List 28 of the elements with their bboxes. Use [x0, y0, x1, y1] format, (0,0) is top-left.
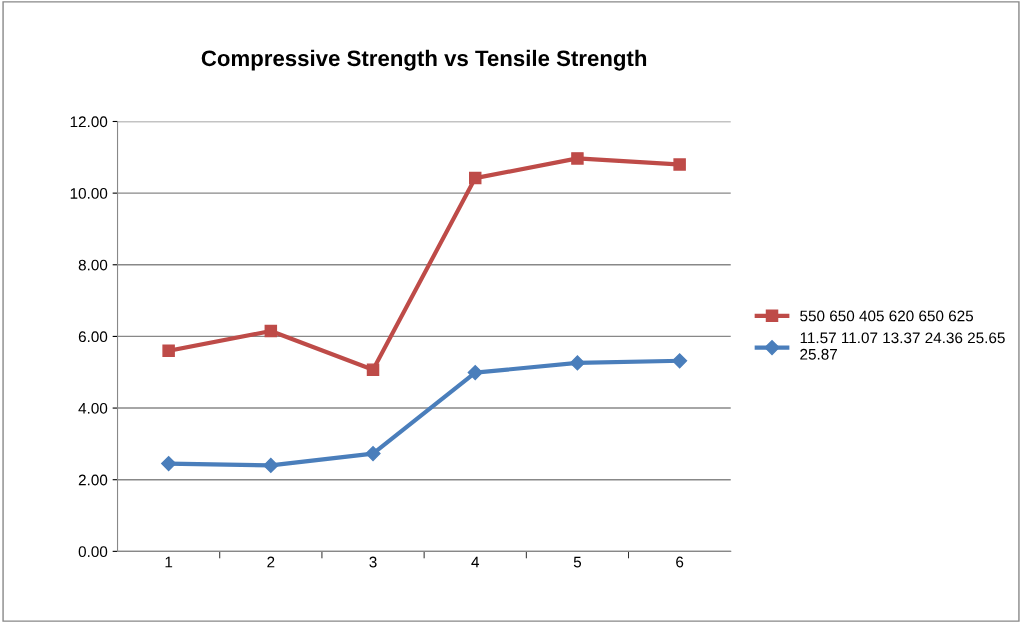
y-tick-label: 0.00 [78, 546, 108, 558]
legend-label: 550 650 405 620 650 625 [800, 310, 974, 322]
x-tick-label: 5 [573, 556, 582, 568]
point [673, 158, 686, 171]
y-tick-label: 8.00 [78, 259, 108, 271]
point [467, 365, 483, 381]
point [569, 355, 586, 371]
y-tick-label: 2.00 [78, 474, 108, 486]
point [571, 152, 584, 165]
point [264, 324, 278, 338]
point [468, 171, 482, 185]
legend-label: 11.57 11.07 13.37 24.36 25.65 25.87 [800, 332, 1005, 360]
x-tick-label: 6 [676, 556, 684, 568]
y-tick-label: 6.00 [78, 331, 108, 343]
point [366, 363, 380, 376]
x-tick-label: 4 [471, 556, 480, 568]
point [162, 344, 175, 357]
x-tick-label: 3 [369, 556, 377, 568]
y-tick-label: 4.00 [78, 402, 108, 414]
point [365, 445, 381, 462]
chart-title: Compressive Strength vs Tensile Strength [201, 49, 647, 71]
x-tick-label: 1 [165, 556, 173, 568]
point [161, 456, 177, 472]
x-tick-label: 2 [267, 556, 275, 568]
y-tick-label: 10.00 [70, 188, 108, 199]
point [263, 457, 279, 473]
point [672, 353, 688, 369]
y-tick-label: 12.00 [70, 116, 108, 128]
